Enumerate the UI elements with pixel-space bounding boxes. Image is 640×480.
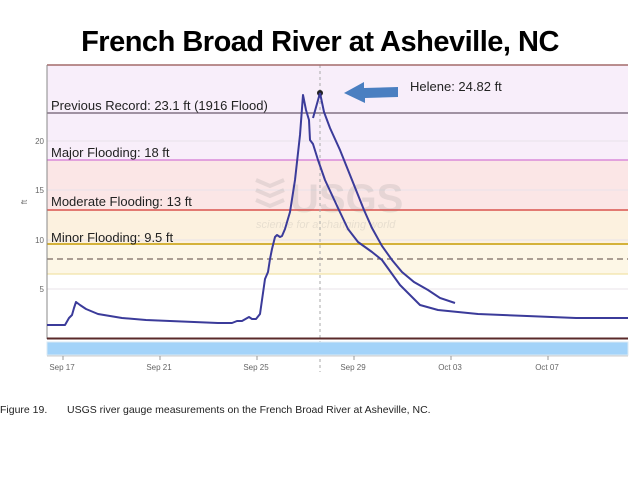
helene-label: Helene: 24.82 ft xyxy=(410,79,502,94)
band-major xyxy=(47,160,628,210)
x-tick-label: Oct 03 xyxy=(438,363,462,372)
figure-number: Figure 19. xyxy=(0,404,48,416)
y-tick-label: 10 xyxy=(35,236,44,245)
y-axis-label: ft xyxy=(20,199,29,204)
x-axis xyxy=(62,356,549,360)
x-tick-labels: Sep 17 Sep 21 Sep 25 Sep 29 Oct 03 Oct 0… xyxy=(49,363,559,372)
moderate-flood-label: Moderate Flooding: 13 ft xyxy=(51,194,192,209)
x-tick-label: Sep 21 xyxy=(146,363,172,372)
threshold-lines xyxy=(47,112,628,275)
hydrograph-chart: USGS science for a changing world 20 15 … xyxy=(20,64,629,372)
record-label: Previous Record: 23.1 ft (1916 Flood) xyxy=(51,98,268,113)
figure-caption-text: USGS river gauge measurements on the Fre… xyxy=(67,404,431,416)
x-tick-label: Sep 17 xyxy=(49,363,75,372)
y-gridlines xyxy=(47,140,628,290)
x-tick-label: Sep 25 xyxy=(243,363,269,372)
threshold-labels: Previous Record: 23.1 ft (1916 Flood) Ma… xyxy=(51,98,268,245)
y-tick-label: 5 xyxy=(40,285,45,294)
x-tick-label: Sep 29 xyxy=(340,363,366,372)
arrow-left-icon xyxy=(344,82,398,103)
x-tick-label: Oct 07 xyxy=(535,363,559,372)
watermark-tagline: science for a changing world xyxy=(256,219,396,231)
y-axis: 20 15 10 5 ft xyxy=(20,137,45,294)
major-flood-label: Major Flooding: 18 ft xyxy=(51,145,170,160)
peak-segment xyxy=(312,92,456,304)
helene-annotation: Helene: 24.82 ft xyxy=(344,79,502,103)
chart-title: French Broad River at Asheville, NC xyxy=(81,26,559,58)
gage-height-series xyxy=(47,94,628,326)
band-normal xyxy=(47,274,628,338)
usgs-watermark: USGS science for a changing world xyxy=(255,177,403,231)
watermark-logo-text: USGS xyxy=(290,177,403,221)
y-tick-label: 20 xyxy=(35,137,44,146)
usgs-wave-logo-icon xyxy=(255,178,285,209)
band-moderate xyxy=(47,210,628,244)
minor-flood-label: Minor Flooding: 9.5 ft xyxy=(51,230,174,245)
range-navigator[interactable] xyxy=(46,341,629,356)
y-tick-label: 15 xyxy=(35,186,44,195)
